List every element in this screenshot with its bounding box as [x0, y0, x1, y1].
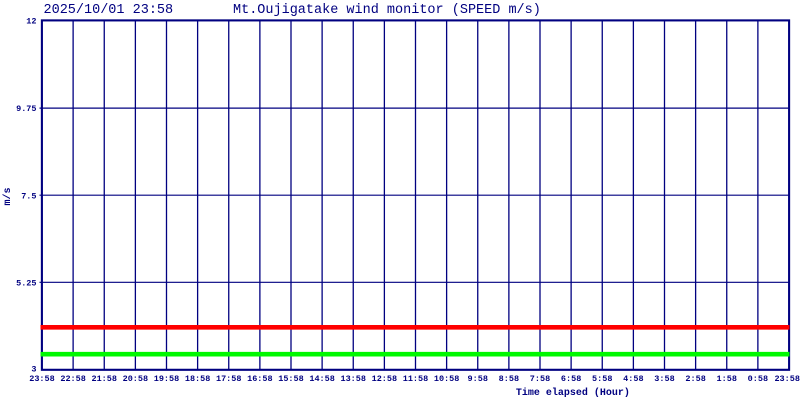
svg-text:10:58: 10:58	[434, 374, 460, 384]
svg-text:5:58: 5:58	[592, 374, 612, 384]
svg-text:3: 3	[31, 364, 36, 374]
svg-text:17:58: 17:58	[216, 374, 242, 384]
svg-text:Mt.Oujigatake wind monitor (SP: Mt.Oujigatake wind monitor (SPEED m/s)	[233, 3, 541, 18]
svg-text:2025/10/01 23:58: 2025/10/01 23:58	[44, 3, 174, 18]
svg-text:9.75: 9.75	[16, 104, 36, 114]
svg-text:0:58: 0:58	[748, 374, 768, 384]
svg-text:20:58: 20:58	[123, 374, 149, 384]
svg-text:2:58: 2:58	[685, 374, 705, 384]
svg-text:18:58: 18:58	[185, 374, 211, 384]
svg-text:4:58: 4:58	[623, 374, 643, 384]
svg-text:3:58: 3:58	[654, 374, 674, 384]
svg-text:Time elapsed (Hour): Time elapsed (Hour)	[516, 387, 630, 399]
svg-text:8:58: 8:58	[499, 374, 519, 384]
svg-text:15:58: 15:58	[278, 374, 304, 384]
svg-text:9:58: 9:58	[468, 374, 488, 384]
svg-text:12: 12	[26, 16, 36, 26]
svg-text:22:58: 22:58	[60, 374, 86, 384]
svg-text:12:58: 12:58	[372, 374, 398, 384]
svg-text:14:58: 14:58	[309, 374, 335, 384]
svg-text:21:58: 21:58	[91, 374, 117, 384]
svg-text:16:58: 16:58	[247, 374, 273, 384]
svg-text:19:58: 19:58	[154, 374, 180, 384]
svg-text:23:58: 23:58	[774, 374, 800, 384]
svg-text:5.25: 5.25	[16, 278, 36, 288]
svg-text:13:58: 13:58	[340, 374, 366, 384]
svg-text:11:58: 11:58	[403, 374, 429, 384]
svg-text:1:58: 1:58	[717, 374, 737, 384]
svg-text:7:58: 7:58	[530, 374, 550, 384]
svg-text:7.5: 7.5	[21, 191, 36, 201]
svg-text:23:58: 23:58	[29, 374, 55, 384]
svg-text:6:58: 6:58	[561, 374, 581, 384]
svg-text:m/s: m/s	[2, 187, 14, 205]
